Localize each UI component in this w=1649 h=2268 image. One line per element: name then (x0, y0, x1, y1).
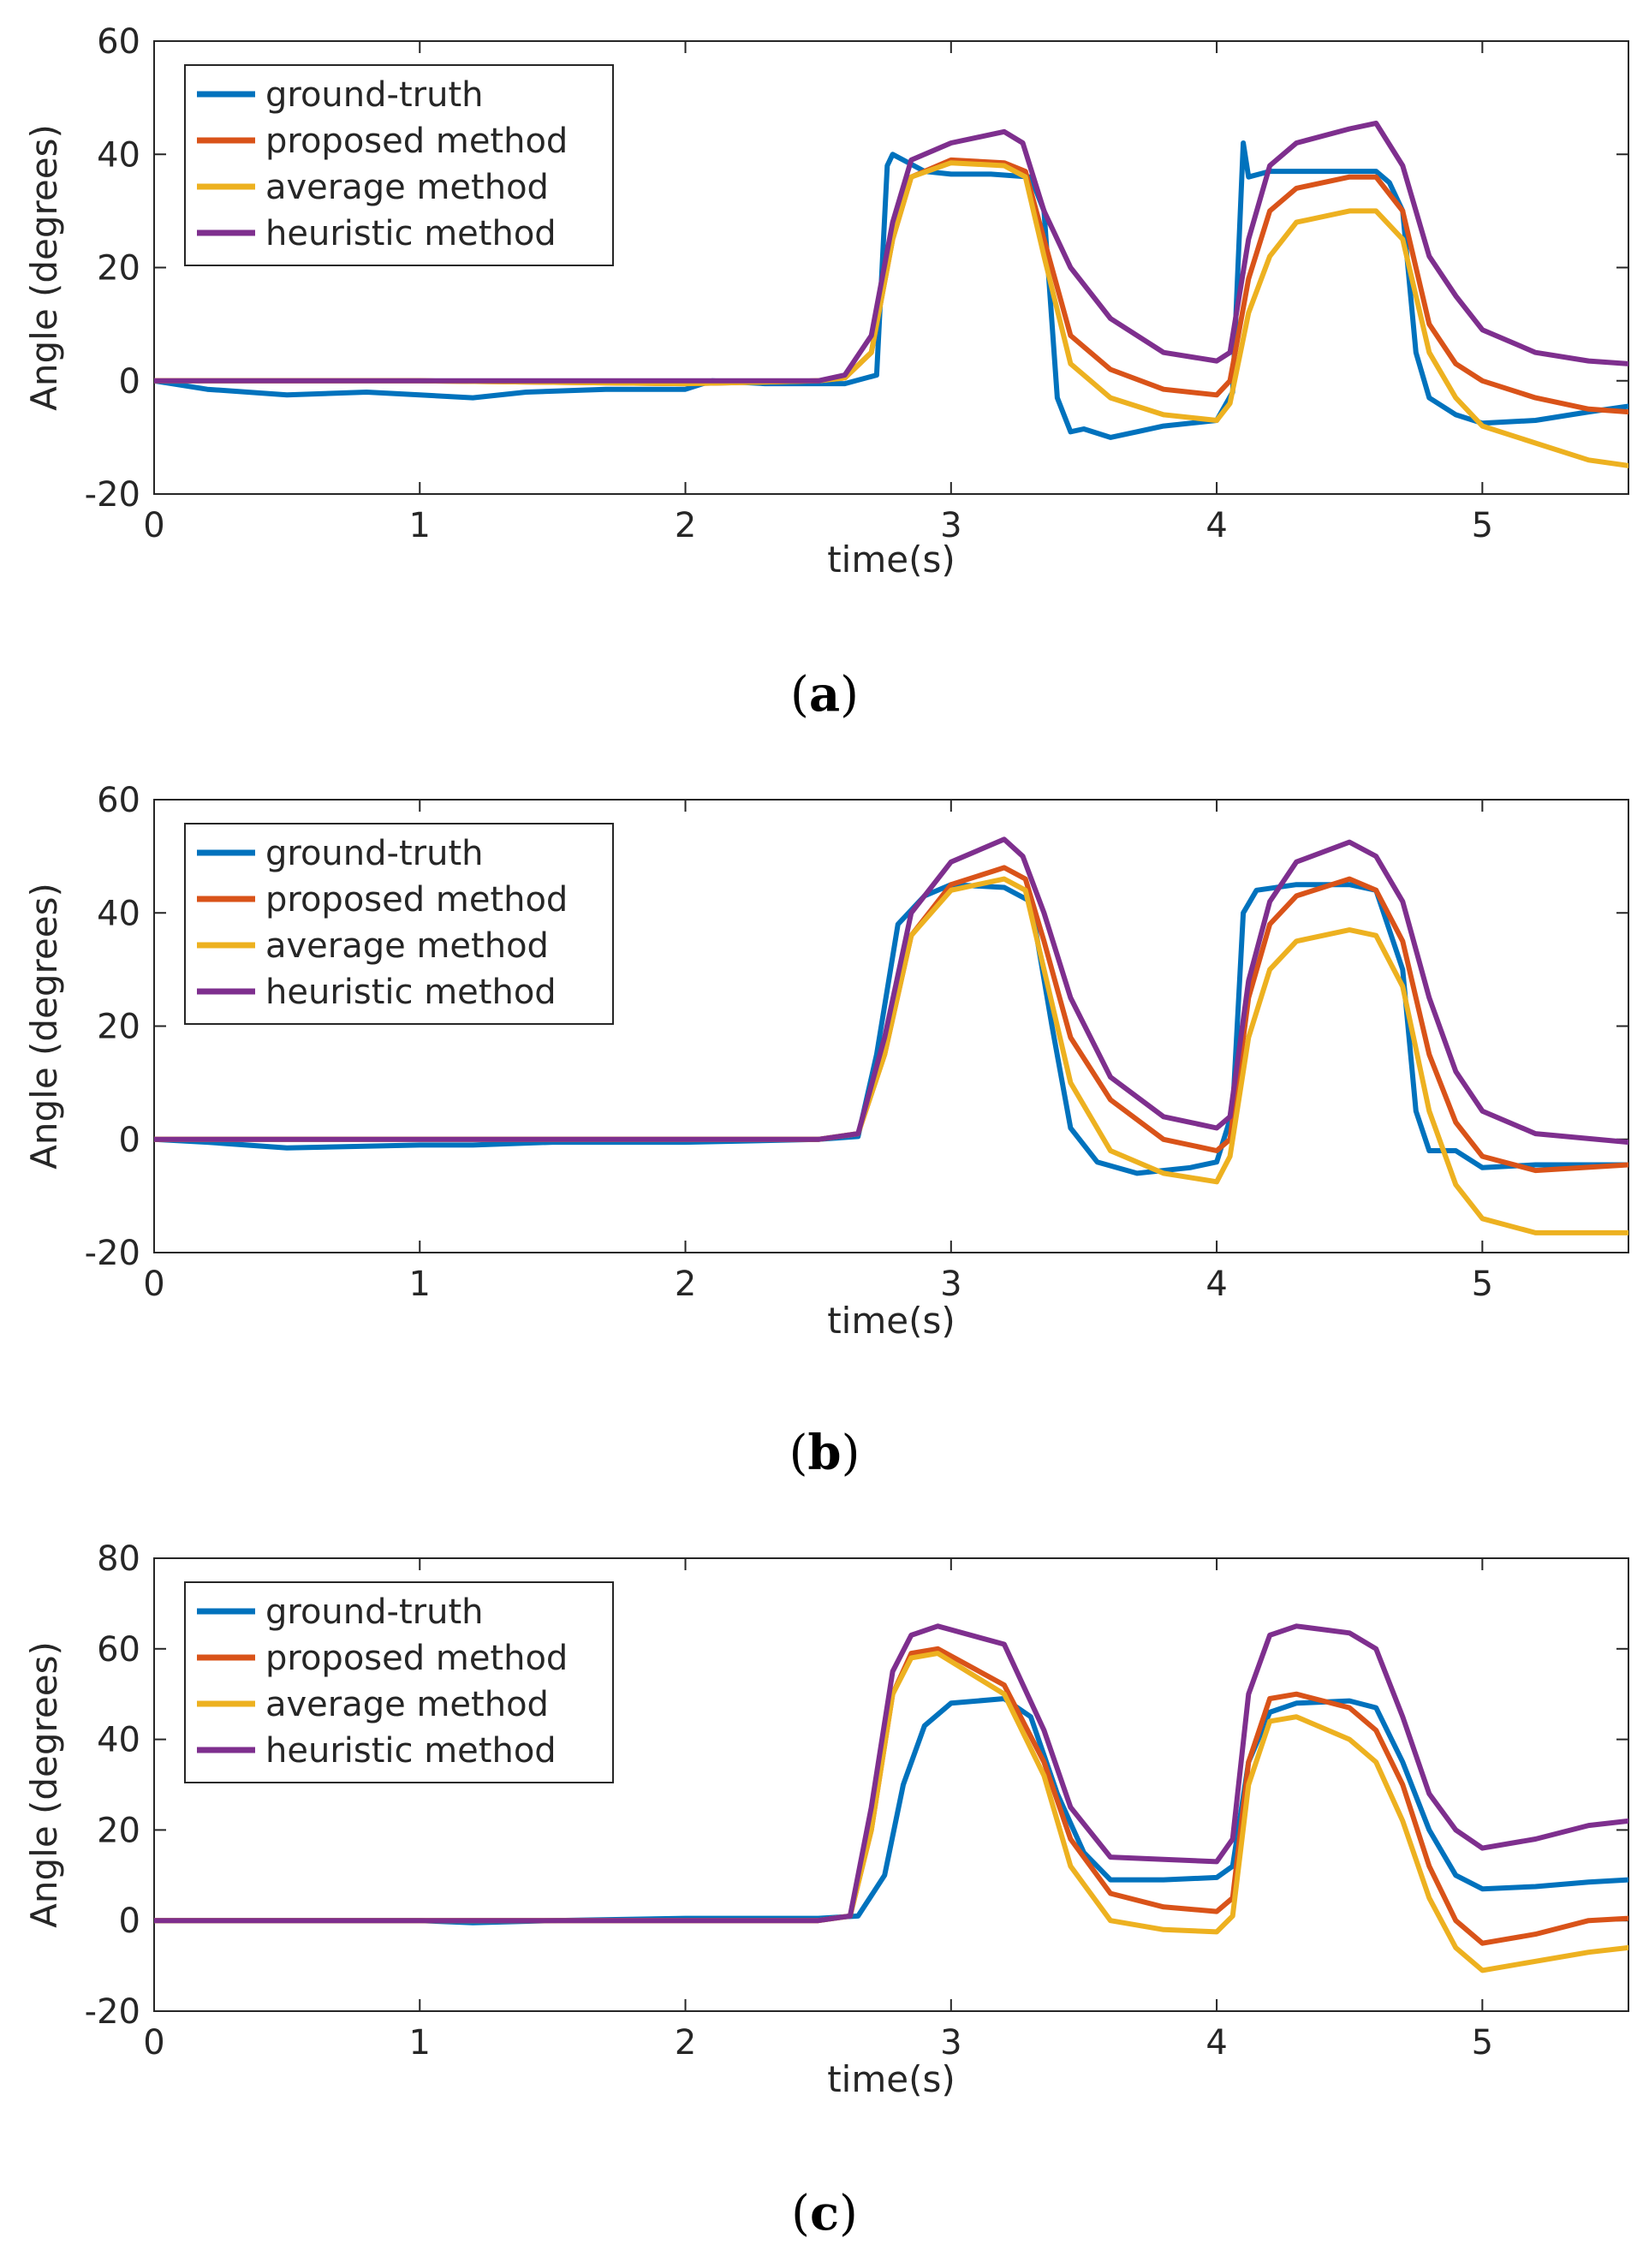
y-axis-label: Angle (degrees) (23, 124, 65, 411)
y-tick-label: 40 (97, 135, 140, 175)
x-tick-label: 1 (409, 2023, 431, 2063)
x-axis-label: time(s) (827, 2058, 955, 2100)
y-tick-label: 20 (97, 249, 140, 289)
x-tick-label: 1 (409, 1265, 431, 1304)
y-tick-label: 60 (97, 781, 140, 820)
y-tick-label: 40 (97, 894, 140, 933)
y-tick-label: 40 (97, 1721, 140, 1760)
legend-label: heuristic method (265, 1731, 557, 1771)
series-line-heuristic-method (154, 120, 1628, 384)
legend-label: proposed method (265, 1639, 568, 1678)
legend-label: proposed method (265, 122, 568, 161)
x-tick-label: 5 (1472, 1265, 1493, 1304)
series-line-heuristic-method (154, 836, 1628, 1146)
x-tick-label: 0 (143, 506, 164, 545)
panel-caption: (a) (790, 666, 859, 723)
legend-label: ground-truth (265, 75, 483, 115)
legend-box (184, 823, 614, 1025)
x-tick-label: 4 (1205, 1265, 1227, 1304)
x-axis-label: time(s) (827, 1300, 955, 1342)
series-group (154, 120, 1628, 468)
y-tick-label: 20 (97, 1008, 140, 1047)
legend-label: heuristic method (265, 214, 557, 253)
panel-caption: (c) (791, 2185, 858, 2241)
y-tick-label: 0 (119, 1121, 140, 1160)
x-tick-label: 3 (940, 2023, 961, 2063)
x-tick-label: 0 (143, 2023, 164, 2063)
series-line-heuristic-method (154, 1623, 1628, 1924)
legend-label: proposed method (265, 880, 568, 920)
y-tick-label: 60 (97, 22, 140, 62)
x-tick-label: 2 (675, 506, 696, 545)
x-tick-label: 5 (1472, 506, 1493, 545)
x-tick-label: 5 (1472, 2023, 1493, 2063)
y-tick-label: 60 (97, 1630, 140, 1670)
y-tick-label: -20 (85, 1234, 140, 1273)
y-tick-label: 80 (97, 1539, 140, 1579)
x-tick-label: 0 (143, 1265, 164, 1304)
legend: ground-truth proposed method average metho… (184, 64, 614, 266)
legend-label: ground-truth (265, 834, 483, 873)
legend-box (184, 64, 614, 266)
y-tick-label: -20 (85, 475, 140, 515)
y-axis-label: Angle (degrees) (23, 883, 65, 1170)
x-tick-label: 2 (675, 1265, 696, 1304)
x-tick-label: 4 (1205, 506, 1227, 545)
y-tick-label: 0 (119, 362, 140, 402)
legend-label: average method (265, 1685, 549, 1724)
y-tick-label: 0 (119, 1902, 140, 1941)
y-tick-label: 20 (97, 1811, 140, 1850)
legend: ground-truth proposed method average metho… (184, 823, 614, 1025)
panel-caption: (b) (789, 1425, 860, 1481)
series-group (154, 836, 1628, 1235)
legend-label: average method (265, 168, 549, 207)
x-tick-label: 3 (940, 1265, 961, 1304)
series-line-average-method (154, 160, 1628, 468)
legend-label: average method (265, 926, 549, 966)
legend-label: ground-truth (265, 1592, 483, 1632)
x-tick-label: 3 (940, 506, 961, 545)
legend: ground-truth proposed method average metho… (184, 1581, 614, 1783)
x-tick-label: 4 (1205, 2023, 1227, 2063)
series-group (154, 1623, 1628, 1973)
legend-box (184, 1581, 614, 1783)
x-tick-label: 2 (675, 2023, 696, 2063)
x-axis-label: time(s) (827, 539, 955, 580)
y-axis-label: Angle (degrees) (23, 1641, 65, 1928)
y-tick-label: -20 (85, 1992, 140, 2032)
x-tick-label: 1 (409, 506, 431, 545)
series-line-ground-truth (154, 882, 1628, 1176)
legend-label: heuristic method (265, 973, 557, 1012)
